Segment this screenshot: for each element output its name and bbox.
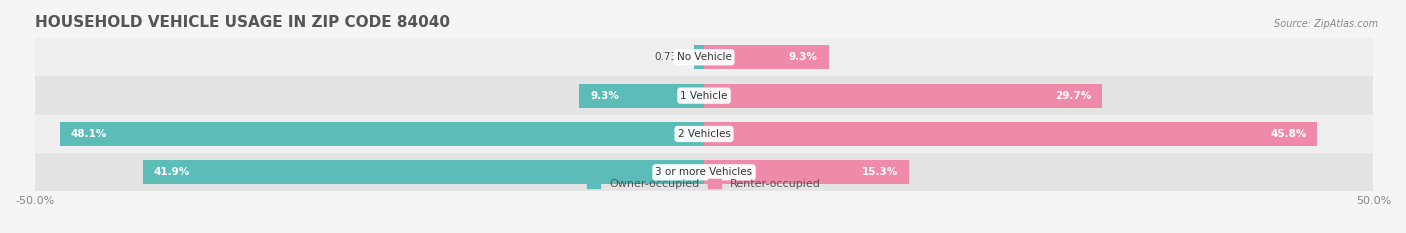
Bar xyxy=(704,161,908,184)
Bar xyxy=(579,84,704,107)
Text: No Vehicle: No Vehicle xyxy=(676,52,731,62)
Text: 45.8%: 45.8% xyxy=(1270,129,1306,139)
Text: 15.3%: 15.3% xyxy=(862,167,898,177)
Bar xyxy=(35,153,1374,192)
Text: HOUSEHOLD VEHICLE USAGE IN ZIP CODE 84040: HOUSEHOLD VEHICLE USAGE IN ZIP CODE 8404… xyxy=(35,15,450,30)
Bar xyxy=(143,161,704,184)
Text: 48.1%: 48.1% xyxy=(70,129,107,139)
Text: Source: ZipAtlas.com: Source: ZipAtlas.com xyxy=(1274,19,1378,29)
Text: 0.73%: 0.73% xyxy=(655,52,688,62)
Bar xyxy=(695,45,704,69)
Text: 9.3%: 9.3% xyxy=(789,52,818,62)
Bar xyxy=(704,45,828,69)
Legend: Owner-occupied, Renter-occupied: Owner-occupied, Renter-occupied xyxy=(582,175,825,194)
Bar xyxy=(704,84,1102,107)
Text: 2 Vehicles: 2 Vehicles xyxy=(678,129,731,139)
Text: 29.7%: 29.7% xyxy=(1054,91,1091,101)
Bar xyxy=(60,122,704,146)
Text: 41.9%: 41.9% xyxy=(153,167,190,177)
Bar xyxy=(35,76,1374,115)
Text: 1 Vehicle: 1 Vehicle xyxy=(681,91,728,101)
Bar xyxy=(35,38,1374,76)
Text: 3 or more Vehicles: 3 or more Vehicles xyxy=(655,167,752,177)
Text: 9.3%: 9.3% xyxy=(591,91,619,101)
Bar xyxy=(35,115,1374,153)
Bar xyxy=(704,122,1317,146)
